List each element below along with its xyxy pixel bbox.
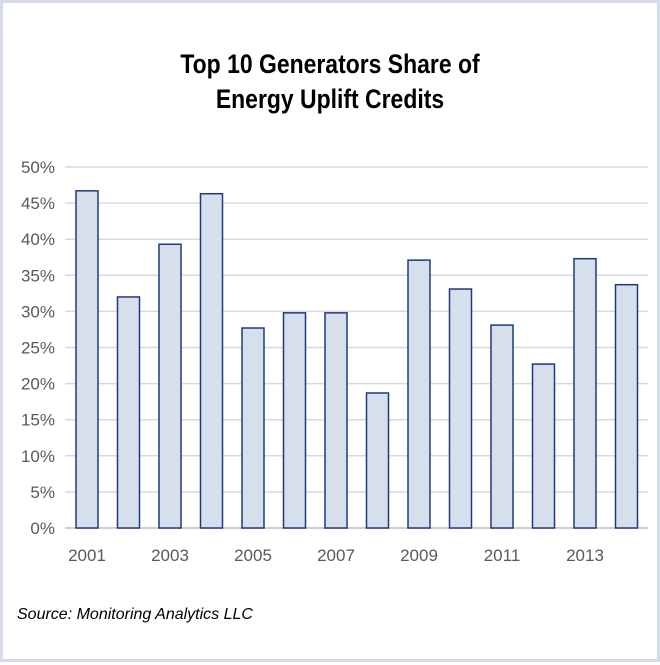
bar-2010 — [448, 288, 473, 529]
bar-2004 — [199, 192, 224, 529]
y-tick-label: 30% — [21, 302, 55, 321]
y-tick-label: 15% — [21, 411, 55, 430]
y-tick-label: 0% — [30, 519, 55, 538]
bar-2012 — [531, 363, 556, 529]
source-note: Source: Monitoring Analytics LLC — [17, 606, 253, 623]
x-tick-label: 2009 — [400, 546, 438, 565]
x-tick-label: 2003 — [151, 546, 189, 565]
x-tick-label: 2013 — [566, 546, 604, 565]
bar-2011 — [490, 324, 514, 529]
y-tick-label: 45% — [21, 194, 55, 213]
bar-2014 — [614, 283, 639, 529]
y-tick-label: 25% — [21, 339, 55, 358]
bar-2008 — [365, 392, 390, 529]
bar-2001 — [75, 190, 99, 529]
chart-title: Top 10 Generators Share of Energy Uplift… — [52, 47, 608, 117]
bar-2007 — [324, 312, 348, 529]
x-tick-label: 2007 — [317, 546, 355, 565]
y-tick-label: 20% — [21, 375, 55, 394]
bar-2005 — [241, 327, 265, 529]
bar-2002 — [116, 296, 141, 529]
bar-2003 — [158, 243, 182, 529]
y-tick-label: 35% — [21, 266, 55, 285]
title-line-1: Top 10 Generators Share of — [180, 49, 480, 79]
title-line-2: Energy Uplift Credits — [215, 84, 445, 114]
y-tick-label: 10% — [21, 447, 55, 466]
bar-2006 — [282, 312, 307, 529]
x-tick-label: 2005 — [234, 546, 272, 565]
x-tick-label: 2011 — [484, 546, 521, 565]
bar-2013 — [573, 257, 597, 529]
bar-chart: 0% 5% 10% 15% 20% 25% 30% 35% 40% 45% 50% 2001 2003 2… — [21, 158, 648, 565]
bar-2009 — [407, 259, 431, 529]
y-tick-label: 5% — [30, 483, 55, 502]
y-tick-label: 40% — [21, 230, 55, 249]
x-tick-label: 2001 — [68, 546, 106, 565]
y-tick-label: 50% — [21, 158, 55, 177]
